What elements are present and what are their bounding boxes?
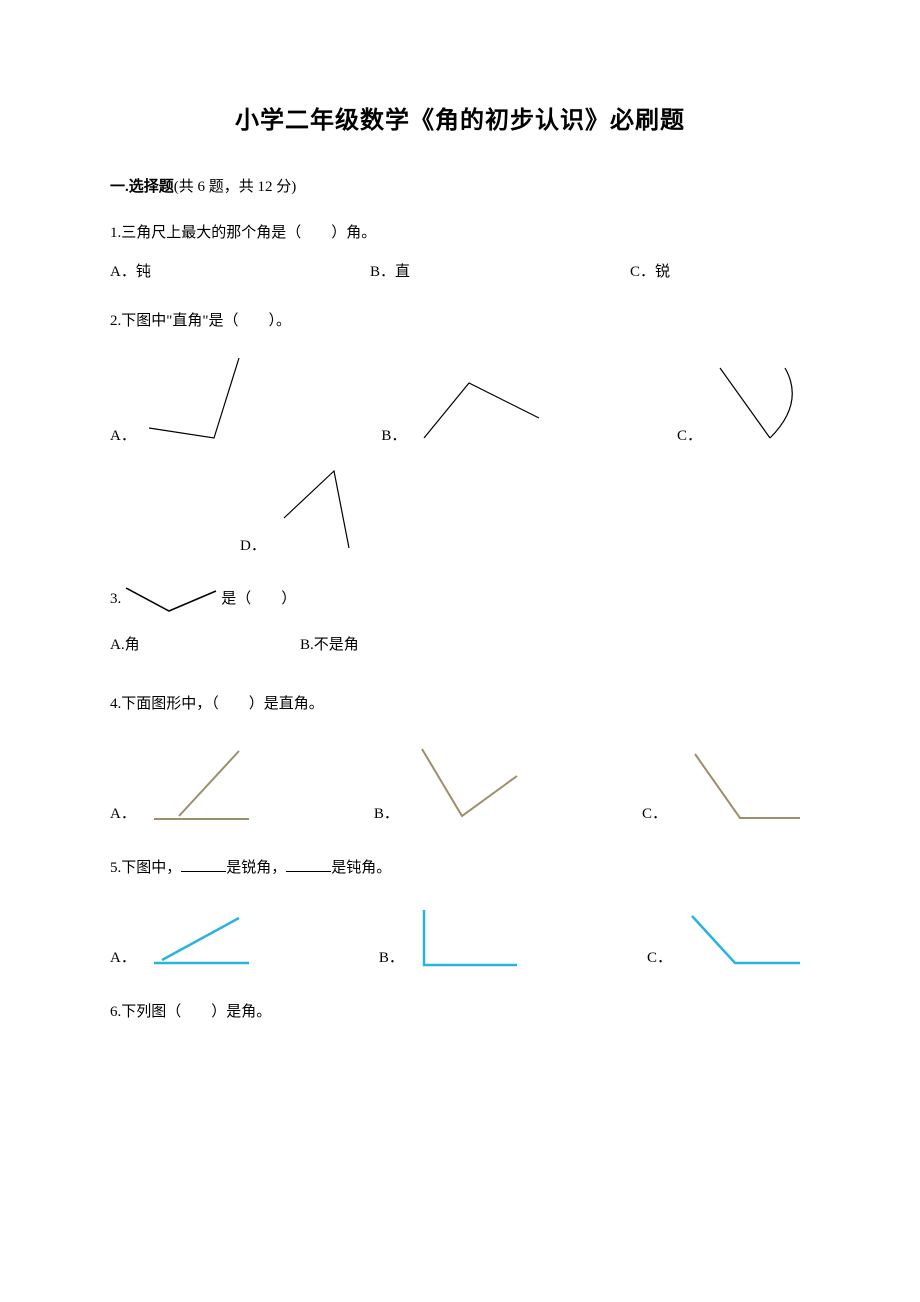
question-1: 1.三角尺上最大的那个角是（ ）角。 A．钝 B．直 C．锐 bbox=[110, 221, 810, 284]
angle-icon bbox=[675, 746, 810, 826]
q5-mid2: 是钝角。 bbox=[331, 860, 391, 876]
question-3: 3. 是（ ） A.角 B.不是角 bbox=[110, 583, 810, 657]
q3-text-after: 是（ ） bbox=[221, 587, 296, 611]
q2-option-a[interactable]: A． bbox=[110, 348, 254, 448]
q3-stem: 3. 是（ ） bbox=[110, 583, 810, 615]
angle-icon bbox=[680, 908, 810, 970]
q2-text: 2.下图中"直角"是（ ）。 bbox=[110, 309, 810, 333]
q5-options: A． B． C． bbox=[110, 905, 810, 970]
q1-options: A．钝 B．直 C．锐 bbox=[110, 260, 810, 284]
q2-a-label: A． bbox=[110, 424, 136, 448]
question-6: 6.下列图（ ）是角。 bbox=[110, 1000, 810, 1024]
angle-icon bbox=[144, 741, 259, 826]
q6-text: 6.下列图（ ）是角。 bbox=[110, 1000, 810, 1024]
q2-options-row1: A． B． C． bbox=[110, 348, 810, 448]
angle-icon bbox=[121, 583, 221, 615]
q2-b-label: B． bbox=[381, 424, 406, 448]
section-1-label: 一.选择题 bbox=[110, 179, 174, 195]
page-title: 小学二年级数学《角的初步认识》必刷题 bbox=[110, 100, 810, 135]
q2-options-row2: D． bbox=[110, 463, 810, 558]
angle-icon bbox=[710, 363, 810, 448]
q5-pre: 5.下图中， bbox=[110, 860, 181, 876]
q3-angle bbox=[121, 583, 221, 615]
q5-b-label: B． bbox=[379, 946, 404, 970]
q5-mid1: 是锐角， bbox=[226, 860, 286, 876]
q4-b-label: B． bbox=[374, 802, 399, 826]
q5-option-b[interactable]: B． bbox=[379, 905, 527, 970]
q4-text: 4.下面图形中，（ ）是直角。 bbox=[110, 692, 810, 716]
angle-icon bbox=[144, 348, 254, 448]
angle-icon bbox=[144, 908, 259, 970]
question-4: 4.下面图形中，（ ）是直角。 A． B． C． bbox=[110, 692, 810, 826]
q4-c-label: C． bbox=[642, 802, 667, 826]
worksheet-page: 小学二年级数学《角的初步认识》必刷题 一.选择题(共 6 题，共 12 分) 1… bbox=[0, 0, 920, 1109]
section-1-meta: (共 6 题，共 12 分) bbox=[174, 179, 297, 195]
q1-option-a[interactable]: A．钝 bbox=[110, 260, 370, 284]
q5-text: 5.下图中， 是锐角， 是钝角。 bbox=[110, 856, 810, 880]
q5-option-a[interactable]: A． bbox=[110, 908, 259, 970]
angle-icon bbox=[414, 363, 549, 448]
q1-text: 1.三角尺上最大的那个角是（ ）角。 bbox=[110, 221, 810, 245]
q5-c-label: C． bbox=[647, 946, 672, 970]
q4-option-c[interactable]: C． bbox=[642, 746, 810, 826]
q2-option-d[interactable]: D． bbox=[240, 463, 364, 558]
blank-obtuse[interactable] bbox=[286, 857, 331, 872]
q3-number: 3. bbox=[110, 587, 121, 611]
q4-option-b[interactable]: B． bbox=[374, 741, 527, 826]
q2-option-c[interactable]: C． bbox=[677, 363, 810, 448]
question-5: 5.下图中， 是锐角， 是钝角。 A． B． C． bbox=[110, 856, 810, 970]
q3-option-b[interactable]: B.不是角 bbox=[300, 633, 359, 657]
q1-option-c[interactable]: C．锐 bbox=[630, 260, 770, 284]
question-2: 2.下图中"直角"是（ ）。 A． B． C． bbox=[110, 309, 810, 558]
q1-option-b[interactable]: B．直 bbox=[370, 260, 630, 284]
q3-option-a[interactable]: A.角 bbox=[110, 633, 300, 657]
section-1-header: 一.选择题(共 6 题，共 12 分) bbox=[110, 175, 810, 196]
q2-c-label: C． bbox=[677, 424, 702, 448]
q5-a-label: A． bbox=[110, 946, 136, 970]
q4-option-a[interactable]: A． bbox=[110, 741, 259, 826]
angle-icon bbox=[412, 905, 527, 970]
q3-options: A.角 B.不是角 bbox=[110, 633, 810, 657]
q2-option-b[interactable]: B． bbox=[381, 363, 549, 448]
angle-icon bbox=[407, 741, 527, 826]
q4-options: A． B． C． bbox=[110, 741, 810, 826]
blank-acute[interactable] bbox=[181, 857, 226, 872]
angle-icon bbox=[274, 463, 364, 558]
q2-d-label: D． bbox=[240, 534, 266, 558]
q4-a-label: A． bbox=[110, 802, 136, 826]
q5-option-c[interactable]: C． bbox=[647, 908, 810, 970]
